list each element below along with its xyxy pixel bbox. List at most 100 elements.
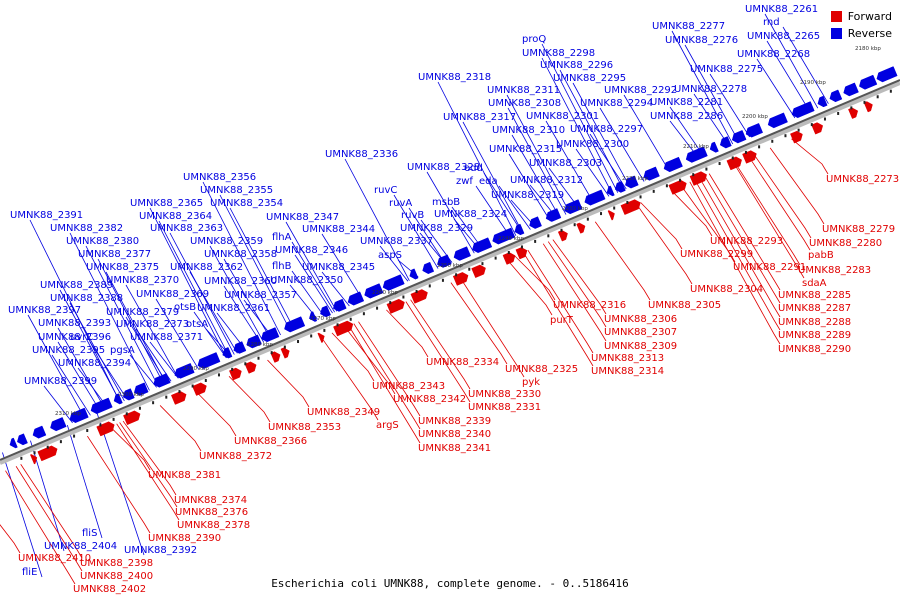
reverse-swatch-icon	[830, 28, 842, 39]
reverse-leader-line	[782, 26, 829, 104]
reverse-gene-label: UMNK88_2365	[130, 198, 203, 209]
marker-dot	[823, 117, 826, 121]
reverse-gene-38	[663, 156, 683, 173]
reverse-leader-line	[291, 241, 336, 313]
forward-gene-label: pabB	[808, 250, 834, 261]
reverse-gene-28	[492, 227, 516, 245]
forward-gene-label: UMNK88_2378	[177, 520, 250, 531]
marker-dot	[138, 406, 141, 410]
forward-leader-line	[694, 179, 781, 331]
reverse-leader-line	[129, 354, 157, 388]
marker-dot	[731, 156, 734, 160]
reverse-gene-7	[122, 388, 135, 401]
reverse-gene-label: UMNK88_2388	[50, 293, 123, 304]
reverse-leader-line	[559, 69, 625, 191]
reverse-gene-label: UMNK88_2296	[540, 60, 613, 71]
forward-gene-label: UMNK88_2287	[778, 303, 851, 314]
reverse-gene-50	[876, 66, 898, 83]
leader-lines	[0, 13, 829, 585]
forward-gene-label: UMNK88_2381	[148, 470, 221, 481]
forward-gene-label: UMNK88_2314	[591, 366, 664, 377]
reverse-gene-label: UMNK88_2382	[50, 223, 123, 234]
marker-dot	[376, 306, 379, 310]
reverse-leader-line	[321, 271, 350, 307]
forward-gene-label: UMNK88_2343	[372, 381, 445, 392]
reverse-gene-label: UMNK88_2392	[124, 545, 197, 556]
reverse-gene-49	[859, 74, 878, 90]
forward-leader-line	[116, 423, 180, 521]
forward-leader-line	[87, 435, 151, 534]
forward-gene-label: UMNK88_2400	[80, 571, 153, 582]
forward-gene-7	[192, 382, 207, 396]
reverse-gene-label: UMNK88_2347	[266, 212, 339, 223]
forward-gene-28	[576, 222, 586, 234]
reverse-leader-line	[89, 341, 128, 400]
reverse-gene-label: ruvC	[374, 185, 397, 196]
reverse-leader-line	[498, 185, 531, 230]
reverse-gene-label: UMNK88_2286	[650, 111, 723, 122]
reverse-leader-line	[169, 232, 235, 355]
forward-gene-label: UMNK88_2280	[809, 238, 882, 249]
kbp-ticks: 2180 kbp 2190 kbp 2200 kbp 2210 kbp 2220 kbp…	[55, 46, 881, 417]
forward-gene-label: UMNK88_2304	[690, 284, 763, 295]
reverse-gene-45	[791, 101, 815, 119]
reverse-gene-label: UMNK88_2362	[170, 262, 243, 273]
forward-gene-3	[96, 421, 115, 437]
reverse-leader-line	[229, 207, 295, 330]
reverse-gene-label: UMNK88_2318	[418, 72, 491, 83]
marker-dot	[705, 167, 708, 171]
reverse-gene-label: UMNK88_2391	[10, 210, 83, 221]
reverse-gene-34	[606, 185, 615, 197]
forward-leader-line	[699, 177, 781, 318]
reverse-gene-label: edd	[464, 163, 483, 174]
reverse-gene-35	[614, 180, 626, 193]
reverse-gene-label: UMNK88_2294	[580, 98, 653, 109]
forward-gene-label: UMNK88_2349	[307, 407, 380, 418]
reverse-gene-label: UMNK88_2268	[737, 49, 810, 60]
genome-backbone	[0, 79, 900, 465]
reverse-leader-line	[379, 245, 409, 282]
marker-dot	[586, 217, 589, 221]
reverse-leader-line	[149, 207, 227, 359]
reverse-gene-label: UMNK88_2311	[487, 85, 560, 96]
reverse-gene-label: UMNK88_2359	[190, 236, 263, 247]
reverse-leader-line	[202, 181, 281, 336]
forward-leader-line	[194, 390, 237, 437]
marker-dot	[165, 395, 168, 399]
tick-label: 2220 kbp	[622, 176, 648, 182]
reverse-gene-label: UMNK88_2360	[204, 276, 277, 287]
forward-gene-label: UMNK88_2293	[710, 236, 783, 247]
reverse-gene-26	[453, 246, 471, 261]
reverse-gene-label: UMNK88_2355	[200, 185, 273, 196]
forward-leader-line	[5, 470, 76, 585]
marker-dot	[349, 317, 352, 321]
reverse-gene-label: UMNK88_2295	[553, 73, 626, 84]
reverse-gene-label: UMNK88_2324	[434, 209, 507, 220]
reverse-gene-label: zwf	[456, 176, 473, 187]
forward-leader-line	[748, 156, 811, 251]
reverse-gene-label: UMNK88_2364	[139, 211, 212, 222]
forward-gene-16	[333, 320, 354, 337]
reverse-leader-line	[475, 185, 512, 239]
marker-dot	[297, 340, 300, 344]
reverse-gene-label: UMNK88_2394	[58, 358, 131, 369]
marker-dot	[850, 106, 853, 110]
forward-leader-line	[670, 189, 713, 237]
reverse-gene-16	[284, 316, 306, 333]
reverse-gene-label: UMNK88_2396	[38, 332, 111, 343]
reverse-leader-line	[393, 194, 439, 269]
reverse-gene-15	[261, 327, 280, 343]
forward-leader-line	[348, 325, 421, 444]
reverse-leader-line	[2, 452, 43, 578]
reverse-leader-line	[66, 424, 103, 539]
forward-leader-line	[594, 221, 651, 301]
forward-leader-line	[267, 359, 310, 408]
reverse-gene-9	[153, 373, 171, 388]
reverse-leader-line	[125, 284, 179, 379]
marker-dot	[876, 95, 879, 99]
reverse-gene-label: ruvB	[401, 210, 424, 221]
marker-dot	[323, 328, 326, 332]
forward-gene-label: UMNK88_2306	[604, 314, 677, 325]
tick-label: 2280 kbp	[247, 342, 273, 348]
